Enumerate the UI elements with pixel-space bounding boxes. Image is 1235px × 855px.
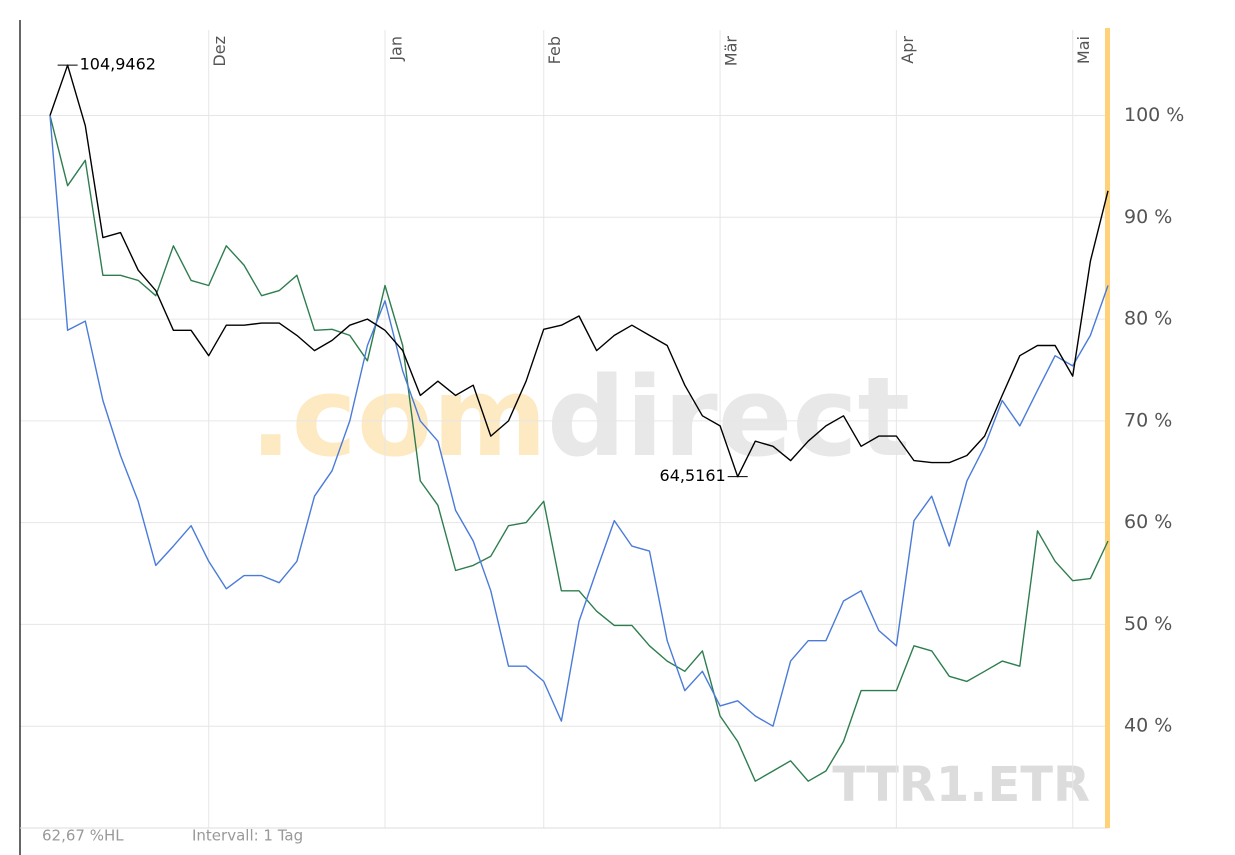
footer-interval: Intervall: 1 Tag xyxy=(192,827,303,845)
x-tick-label: Apr xyxy=(898,36,917,64)
series-line xyxy=(49,115,1109,782)
right-axis-bar xyxy=(1105,28,1110,828)
watermark-prefix: .com xyxy=(250,353,547,481)
x-tick-label: Jan xyxy=(387,36,406,62)
y-tick-label: 40 % xyxy=(1124,715,1172,737)
y-tick-label: 60 % xyxy=(1124,511,1172,533)
watermark-suffix: direct xyxy=(547,353,910,481)
y-tick-label: 100 % xyxy=(1124,104,1184,126)
ticker: TTR1.ETR xyxy=(832,757,1090,813)
y-tick-label: 50 % xyxy=(1124,613,1172,635)
y-tick-label: 80 % xyxy=(1124,308,1172,330)
series-line xyxy=(49,115,1109,727)
series-line xyxy=(49,64,1109,478)
x-tick-label: Feb xyxy=(545,36,564,64)
watermark: .comdirect xyxy=(250,353,910,481)
y-tick-label: 70 % xyxy=(1124,409,1172,431)
x-tick-label: Dez xyxy=(210,36,229,67)
value-label: 104,9462 xyxy=(80,55,156,74)
y-tick-label: 90 % xyxy=(1124,206,1172,228)
x-tick-label: Mai xyxy=(1074,36,1093,64)
value-label: 64,5161 xyxy=(660,466,726,485)
footer-range: 62,67 %HL xyxy=(42,827,124,845)
x-tick-label: Mär xyxy=(722,36,741,67)
